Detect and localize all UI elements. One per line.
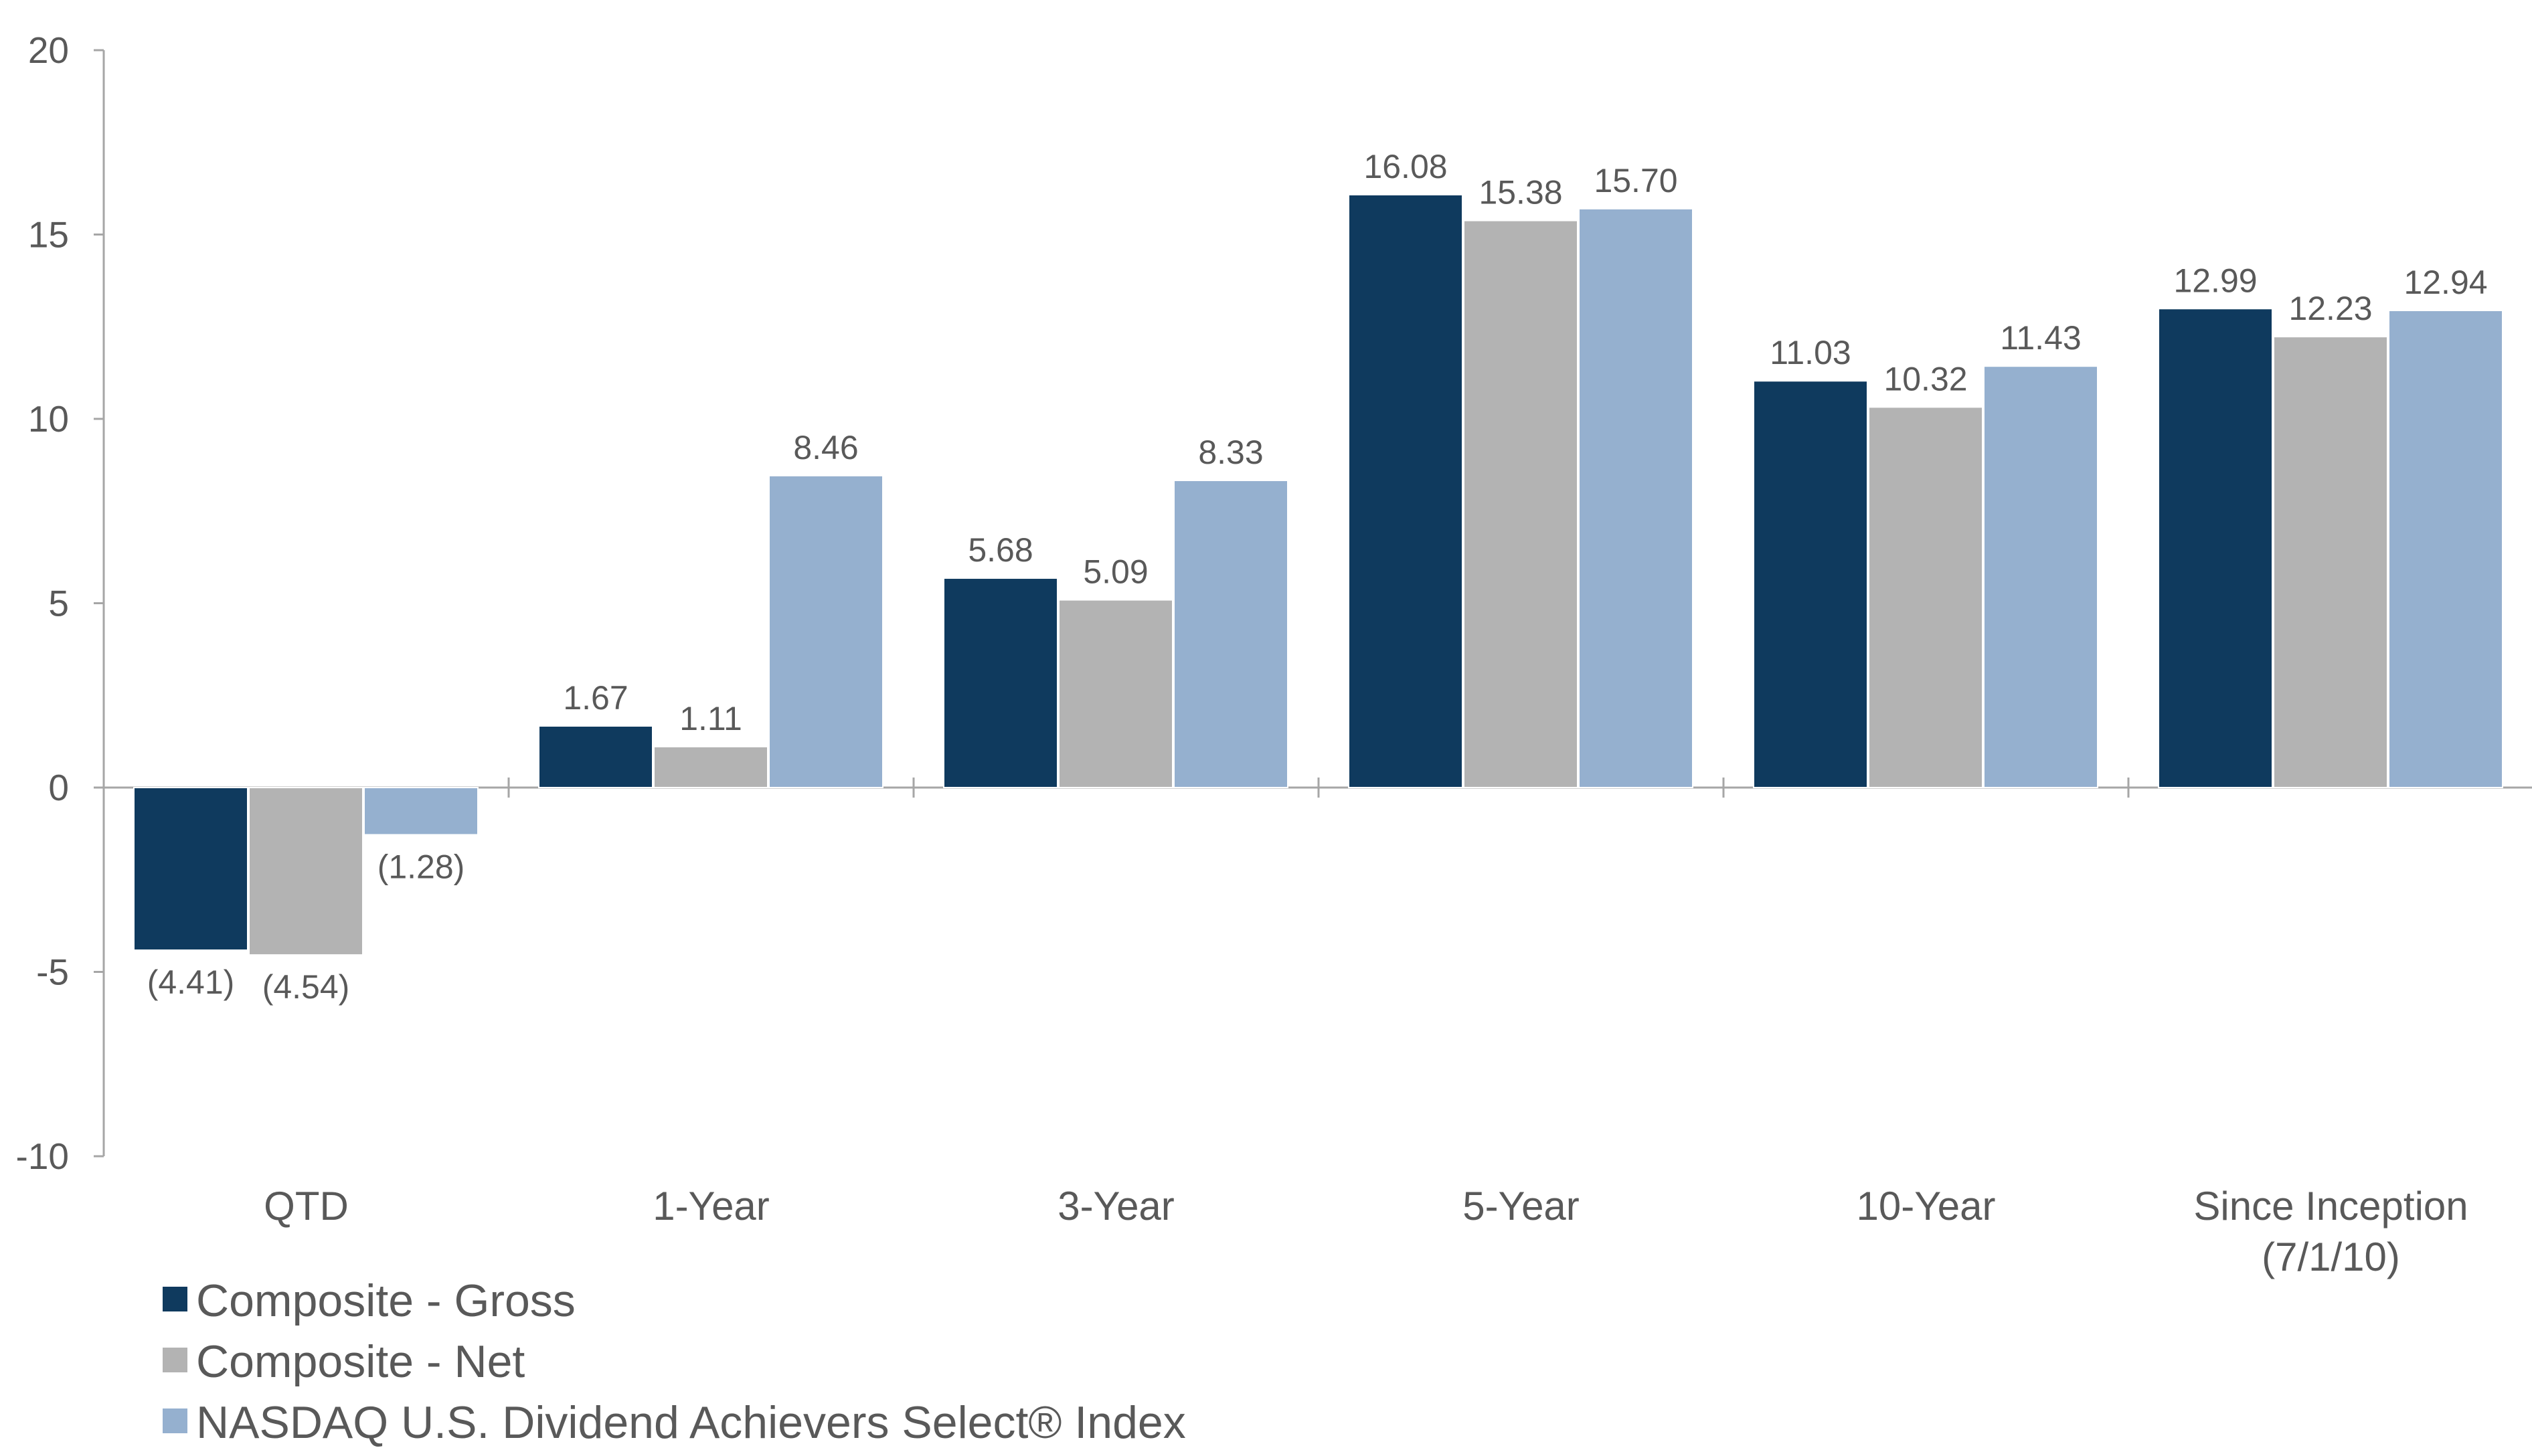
bar [943, 577, 1058, 788]
data-label: 8.33 [1198, 434, 1263, 471]
data-label: 10.32 [1883, 360, 1967, 397]
bar [653, 745, 768, 788]
x-tick-label: 5-Year [1462, 1184, 1580, 1228]
data-label: 15.38 [1479, 174, 1562, 211]
bar [2158, 308, 2273, 789]
bar [1173, 480, 1288, 789]
data-label: 16.08 [1363, 148, 1447, 185]
bar [538, 725, 653, 789]
y-tick-label: 15 [28, 214, 69, 256]
legend-swatch [163, 1408, 187, 1433]
y-tick-label: -10 [16, 1135, 70, 1177]
x-tick-label: 3-Year [1058, 1184, 1175, 1228]
bar [1348, 193, 1463, 788]
data-label: 11.03 [1770, 334, 1851, 371]
bar [1578, 207, 1693, 788]
x-tick-label: 10-Year [1857, 1184, 1996, 1228]
y-tick-label: -5 [36, 951, 69, 993]
bar [363, 787, 479, 836]
bar [2388, 310, 2503, 789]
legend-label: Composite - Net [196, 1336, 525, 1387]
bar [2273, 336, 2388, 788]
legend-swatch [163, 1287, 187, 1311]
x-tick-label: 1-Year [653, 1184, 770, 1228]
legend-label: NASDAQ U.S. Dividend Achievers Select® I… [196, 1397, 1186, 1448]
bar [1753, 380, 1868, 788]
y-tick-label: 5 [48, 583, 69, 624]
bar [1463, 219, 1578, 788]
bar [1983, 365, 2098, 788]
data-label: 1.11 [679, 700, 742, 737]
bar [248, 787, 363, 956]
bar [768, 474, 883, 788]
y-tick-label: 20 [28, 29, 69, 71]
y-tick-label: 10 [28, 398, 69, 440]
data-label: 11.43 [2000, 319, 2081, 357]
bar [1058, 599, 1173, 789]
bar [1868, 406, 1983, 788]
data-label: 15.70 [1594, 162, 1677, 199]
data-label: 1.67 [563, 679, 628, 717]
data-label: 5.68 [968, 531, 1033, 569]
data-label: 5.09 [1083, 553, 1148, 591]
data-label: (1.28) [377, 848, 465, 886]
data-label: 8.46 [793, 429, 858, 466]
x-tick-label: Since Inception [2193, 1184, 2468, 1228]
bar [133, 787, 248, 951]
data-label: 12.94 [2403, 264, 2487, 301]
legend-swatch [163, 1348, 187, 1372]
data-label: 12.99 [2173, 262, 2257, 299]
data-label: (4.41) [147, 964, 235, 1001]
x-tick-label: (7/1/10) [2262, 1235, 2400, 1279]
data-label: (4.54) [262, 968, 350, 1006]
data-label: 12.23 [2288, 290, 2372, 327]
x-tick-label: QTD [264, 1184, 349, 1228]
y-tick-label: 0 [48, 767, 69, 808]
legend-label: Composite - Gross [196, 1275, 576, 1326]
